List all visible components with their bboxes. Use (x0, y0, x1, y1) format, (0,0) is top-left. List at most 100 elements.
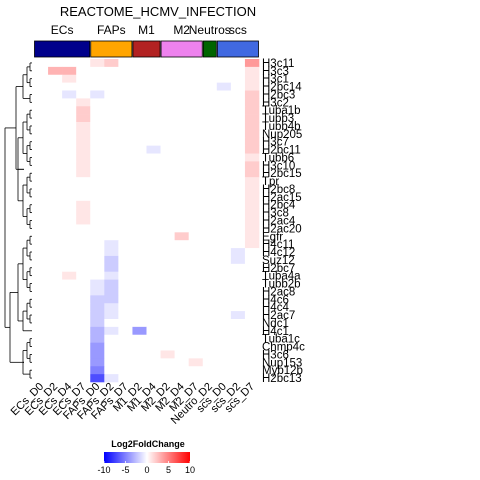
heatmap-cell (104, 366, 119, 375)
heatmap-cell (76, 263, 91, 273)
heatmap-cell (160, 366, 175, 375)
heatmap-cell (118, 279, 133, 288)
row-label: H2bc7 (262, 263, 295, 275)
heatmap-cell (118, 200, 133, 209)
heatmap-cell (104, 350, 119, 359)
heatmap-cell (34, 224, 49, 233)
heatmap-cell (90, 185, 105, 194)
row-label: Egfr (262, 231, 283, 243)
heatmap-cell (230, 153, 246, 162)
heatmap-cell (104, 271, 119, 280)
heatmap-cell (118, 169, 133, 178)
heatmap-cell (244, 129, 260, 139)
heatmap-cell (132, 358, 147, 367)
heatmap-cell (230, 200, 246, 209)
heatmap-cell (90, 169, 105, 178)
heatmap-cell (34, 311, 49, 320)
heatmap-cell (160, 161, 175, 170)
heatmap-cell (202, 66, 218, 76)
legend-tick-label: -10 (97, 465, 110, 475)
heatmap-cell (244, 342, 260, 351)
row-label: Ndc1 (262, 318, 289, 330)
row-label: H4c11 (262, 239, 294, 251)
heatmap-cell (230, 263, 246, 273)
heatmap-cell (48, 185, 63, 194)
heatmap-cell (76, 200, 91, 209)
heatmap-cell (104, 224, 119, 233)
heatmap-cell (62, 366, 77, 375)
heatmap-cell (34, 271, 49, 280)
heatmap-cell (132, 326, 147, 336)
heatmap-cell (202, 145, 218, 154)
heatmap-cell (202, 240, 218, 249)
heatmap-cell (244, 303, 260, 312)
heatmap-cell (76, 153, 91, 162)
heatmap-cell (118, 366, 133, 375)
heatmap-cell (230, 350, 246, 359)
legend-tick-label: 0 (144, 465, 149, 475)
heatmap-cell (202, 248, 218, 257)
heatmap-cell (216, 208, 232, 217)
heatmap-cell (146, 255, 161, 265)
heatmap-cell (76, 122, 91, 131)
heatmap-cell (118, 287, 133, 296)
heatmap-cell (118, 334, 133, 343)
heatmap-cell (216, 106, 232, 115)
heatmap-cell (202, 192, 218, 202)
heatmap-cell (76, 295, 91, 304)
heatmap-cell (48, 326, 63, 336)
heatmap-cell (90, 255, 105, 265)
heatmap-cell (90, 90, 105, 99)
heatmap-cell (104, 318, 119, 328)
row-label: Tubb6 (262, 152, 294, 164)
heatmap-cell (132, 161, 147, 170)
heatmap-cell (62, 255, 77, 265)
heatmap-cell (230, 169, 246, 178)
heatmap-cell (188, 208, 204, 217)
heatmap-cell (90, 137, 105, 146)
heatmap-cell (62, 295, 77, 304)
heatmap-cell (118, 192, 133, 202)
row-label: H2ac8 (262, 286, 295, 298)
heatmap-cell (34, 192, 49, 202)
heatmap-cell (160, 232, 175, 241)
heatmap-cell (202, 287, 218, 296)
heatmap-cell (104, 216, 119, 225)
heatmap-cell (132, 74, 147, 83)
heatmap-cell (90, 326, 105, 336)
heatmap-cell (48, 366, 63, 375)
heatmap-cell (244, 161, 260, 170)
heatmap-cell (174, 106, 189, 115)
legend-gradient-bar (104, 452, 190, 463)
heatmap-cell (48, 74, 63, 83)
heatmap-cell (188, 255, 204, 265)
heatmap-cell (244, 366, 260, 375)
heatmap-cell (202, 318, 218, 328)
heatmap-cell (244, 263, 260, 273)
heatmap-cell (76, 311, 91, 320)
heatmap-cell (244, 169, 260, 178)
heatmap-cell (160, 177, 175, 186)
heatmap-cell (118, 177, 133, 186)
heatmap-cell (146, 98, 161, 107)
heatmap-cell (76, 106, 91, 115)
row-label: H3c2 (262, 97, 289, 109)
row-label: Myb12b (262, 365, 303, 377)
heatmap-cell (62, 287, 77, 296)
heatmap-cell (202, 303, 218, 312)
heatmap-cell (132, 122, 147, 131)
heatmap-cell (146, 303, 161, 312)
heatmap-cell (174, 145, 189, 154)
heatmap-cell (188, 358, 204, 367)
heatmap-cell (34, 216, 49, 225)
heatmap-cell (244, 374, 260, 383)
heatmap-cell (90, 177, 105, 186)
heatmap-cell (146, 318, 161, 328)
heatmap-cell (90, 66, 105, 76)
heatmap-cell (76, 192, 91, 202)
heatmap-cell (118, 358, 133, 367)
heatmap-cell (34, 350, 49, 359)
heatmap-cell (104, 129, 119, 139)
heatmap-cell (174, 82, 189, 91)
